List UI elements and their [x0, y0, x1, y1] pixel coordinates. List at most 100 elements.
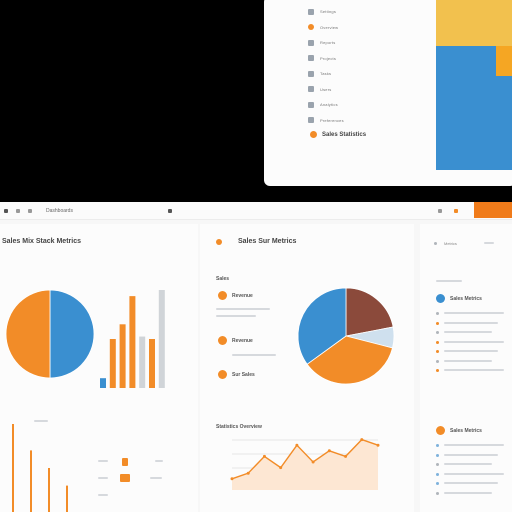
pie-slice	[5, 289, 51, 379]
lower-label-line	[34, 420, 48, 422]
settings-icon[interactable]	[438, 209, 442, 213]
desc-line-1	[216, 308, 270, 310]
list-line	[444, 453, 498, 456]
menu-icon[interactable]	[4, 209, 8, 213]
left-panel-title: Sales Mix Stack Metrics	[2, 238, 81, 245]
list-line	[444, 331, 492, 333]
pie-slice	[49, 289, 95, 379]
list-bullet	[436, 491, 439, 495]
toolbar-label[interactable]: Dashboards	[46, 208, 73, 214]
menu-item-label: Projects	[320, 55, 337, 61]
list-line-1	[98, 460, 108, 462]
list-bullet	[436, 444, 439, 447]
tab-icon[interactable]	[28, 209, 32, 213]
list-bullet	[436, 453, 439, 457]
block-orange	[496, 46, 512, 76]
floating-window: Settings Overview Reports Projects Tasks User…	[264, 0, 512, 186]
list-bullet	[436, 463, 439, 466]
pie-slice	[297, 287, 347, 365]
sales-metrics-dot	[436, 294, 445, 303]
menu-item-label: Overview	[320, 24, 339, 30]
item-b-dot	[218, 370, 227, 379]
menu-item-label: Preferences	[320, 117, 344, 123]
pie-slice	[345, 287, 394, 337]
left-lower-bar-chart	[12, 424, 68, 512]
bar	[129, 296, 136, 388]
list-bullet	[436, 312, 439, 315]
bar	[139, 336, 146, 388]
bar	[12, 424, 14, 512]
line-point	[262, 454, 266, 458]
menu-item[interactable]: Reports	[308, 35, 428, 51]
chart-icon	[308, 101, 314, 108]
list-line	[444, 463, 492, 465]
orange-circle-icon	[308, 24, 314, 31]
filter-icon[interactable]	[434, 242, 437, 245]
menu-item[interactable]: Projects	[308, 51, 428, 67]
close-icon[interactable]	[168, 209, 172, 213]
alert-icon[interactable]	[454, 209, 458, 213]
sales-metrics-label: Sales Metrics	[450, 296, 482, 302]
item-a-line	[232, 354, 276, 356]
dashboard: Dashboards Sales Mix Stack Metrics Sales…	[0, 202, 512, 512]
revenue-label: Revenue	[232, 293, 253, 299]
menu-item-label: Users	[320, 86, 332, 92]
menu-item[interactable]: Settings	[308, 4, 428, 20]
right-panel-title: Metrics	[444, 241, 457, 246]
left-panel: Sales Mix Stack Metrics	[0, 224, 198, 512]
line-point	[311, 460, 315, 464]
menu-item[interactable]: Overview	[308, 20, 428, 36]
list-line	[444, 482, 498, 484]
list-line-4	[150, 477, 162, 479]
side-menu: Settings Overview Reports Projects Tasks User…	[308, 4, 428, 128]
middle-panel: Sales Sur Metrics Sales Revenue Revenue …	[200, 224, 414, 512]
middle-panel-title: Sales Sur Metrics	[238, 238, 297, 245]
list-line	[444, 321, 498, 324]
grid-icon[interactable]	[16, 209, 20, 213]
menu-item-label: Analytics	[320, 102, 338, 108]
list-line	[444, 369, 504, 371]
lower-metrics-dot	[436, 426, 445, 435]
list-line	[444, 444, 504, 446]
menu-item[interactable]: Tasks	[308, 66, 428, 82]
bar	[30, 450, 32, 512]
menu-footer[interactable]: Sales Statistics	[310, 131, 366, 138]
item-a-dot	[218, 336, 227, 345]
user-icon	[308, 86, 314, 93]
lower-metrics-label: Sales Metrics	[450, 428, 482, 434]
menu-item[interactable]: Preferences	[308, 113, 428, 129]
folder-icon	[308, 55, 314, 62]
list-bullet	[436, 321, 439, 325]
line-point	[376, 443, 380, 447]
menu-item-label: Settings	[320, 9, 337, 15]
right-sub-line	[436, 280, 462, 282]
list-line	[444, 350, 498, 352]
bar	[109, 339, 116, 388]
menu-item[interactable]: Users	[308, 82, 428, 98]
desc-line-2	[216, 315, 256, 317]
right-panel: Metrics Sales Metrics Sales Metrics	[420, 224, 512, 512]
line-point	[344, 454, 348, 458]
list-bullet	[436, 369, 439, 372]
left-pie-chart	[5, 289, 95, 379]
line-point	[279, 466, 283, 470]
bar	[149, 339, 155, 388]
menu-item-label: Reports	[320, 40, 336, 46]
section-label: Sales	[216, 276, 230, 282]
list-line	[444, 472, 504, 475]
menu-item[interactable]: Analytics	[308, 97, 428, 113]
line-point	[230, 477, 234, 481]
action-button[interactable]	[474, 202, 512, 218]
list-line	[444, 359, 492, 362]
block-blue	[436, 46, 496, 170]
block-blue-right	[496, 76, 512, 170]
lower-title: Statistics Overview	[216, 424, 262, 430]
list-bullet	[436, 340, 439, 344]
line-point	[327, 449, 331, 453]
list-marker-1	[122, 458, 128, 466]
bar	[66, 485, 68, 512]
menu-footer-label: Sales Statistics	[322, 131, 367, 138]
list-line	[444, 312, 504, 314]
middle-line-chart	[230, 438, 380, 490]
